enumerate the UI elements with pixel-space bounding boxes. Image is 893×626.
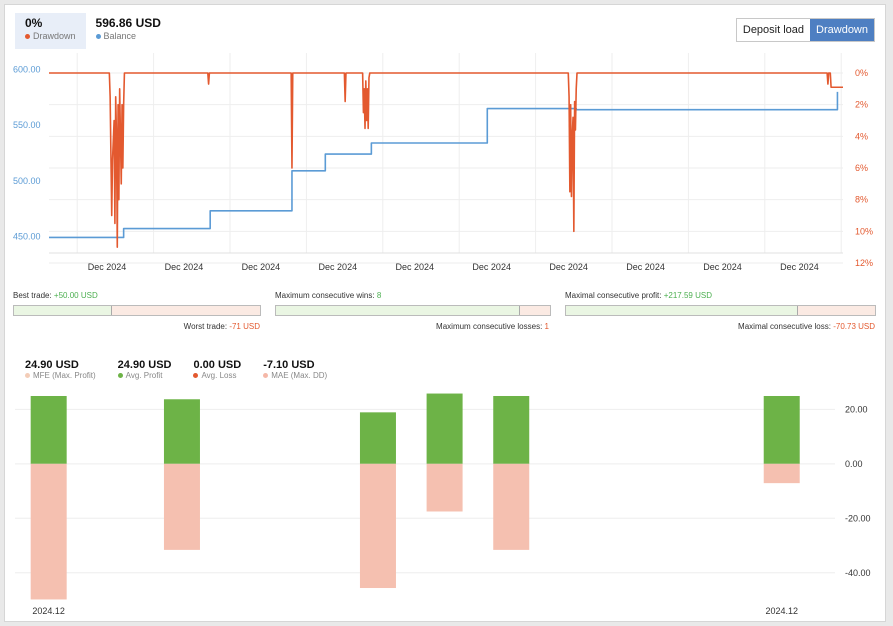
right-tick-label: 10% — [855, 226, 873, 236]
consec-profit-fill — [566, 306, 798, 315]
legend-avg-profit[interactable]: 24.90 USD Avg. Profit — [117, 359, 172, 380]
right-tick-label: 8% — [855, 195, 868, 205]
x-tick-label: Dec 2024 — [165, 262, 204, 272]
mfe-mae-legend: 24.90 USD MFE (Max. Profit) 24.90 USD Av… — [25, 359, 327, 380]
report-panel: 0% Drawdown 596.86 USD Balance Deposit l… — [4, 4, 886, 622]
x-tick-label: Dec 2024 — [242, 262, 281, 272]
mfe-bar — [763, 395, 800, 464]
bar-y-tick-label: 20.00 — [845, 404, 868, 414]
mae-bar — [763, 463, 800, 484]
x-tick-label: Dec 2024 — [780, 262, 819, 272]
best-worst-bar — [13, 305, 261, 316]
legend-balance[interactable]: 596.86 USD Balance — [86, 13, 171, 49]
consec-profit-loss-bar — [565, 305, 876, 316]
right-tick-label: 12% — [855, 258, 873, 268]
right-tick-label: 4% — [855, 131, 868, 141]
right-tick-label: 0% — [855, 68, 868, 78]
worst-trade-value: -71 USD — [229, 322, 260, 331]
best-trade-stat: Best trade: +50.00 USD — [13, 291, 98, 300]
balance-series-line — [49, 91, 839, 239]
mfe-dot-icon — [25, 373, 30, 378]
bar-x-tick-label: 2024.12 — [765, 606, 798, 616]
x-tick-label: Dec 2024 — [703, 262, 742, 272]
balance-dot-icon — [95, 34, 101, 39]
mae-bar — [30, 463, 67, 600]
bar-y-tick-label: 0.00 — [845, 459, 863, 469]
legend-drawdown[interactable]: 0% Drawdown — [15, 13, 86, 49]
max-consec-loss-stat: Maximal consecutive loss: -70.73 USD — [738, 322, 875, 331]
legend-mfe[interactable]: 24.90 USD MFE (Max. Profit) — [25, 359, 96, 380]
worst-trade-stat: Worst trade: -71 USD — [183, 322, 260, 331]
bar-x-tick-label: 2024.12 — [32, 606, 65, 616]
mae-bar — [426, 463, 463, 512]
left-tick-label: 450.00 — [13, 231, 41, 241]
drawdown-dot-icon — [25, 34, 30, 39]
mfe-bar — [493, 395, 530, 464]
mae-bar — [163, 463, 200, 550]
balance-label: Balance — [103, 31, 137, 41]
x-tick-label: Dec 2024 — [549, 262, 588, 272]
mfe-bar — [426, 393, 463, 464]
mfe-bar — [359, 412, 396, 464]
max-consec-profit-value: +217.59 USD — [663, 291, 712, 300]
bar-y-tick-label: -40.00 — [845, 568, 871, 578]
consec-wins-fill — [276, 306, 520, 315]
max-consec-losses-value: 1 — [544, 322, 549, 331]
left-tick-label: 600.00 — [13, 65, 41, 75]
bar-y-tick-label: -20.00 — [845, 513, 871, 523]
x-tick-label: Dec 2024 — [626, 262, 665, 272]
max-consec-losses-stat: Maximum consecutive losses: 1 — [436, 322, 549, 331]
mae-bar — [359, 463, 396, 589]
drawdown-value: 0% — [25, 16, 43, 30]
max-consec-loss-value: -70.73 USD — [833, 322, 875, 331]
balance-drawdown-chart: 600.00 550.00 500.00 450.00 0% 2% 4% 6% 8% 10% 12%… — [13, 53, 873, 272]
max-consec-wins-stat: Maximum consecutive wins: 8 — [275, 291, 382, 300]
x-tick-label: Dec 2024 — [88, 262, 127, 272]
mfe-mae-chart: 20.00 0.00 -20.00 -40.00 2024.12 2024.12 — [15, 393, 871, 616]
drawdown-label: Drawdown — [33, 31, 76, 41]
left-tick-label: 550.00 — [13, 120, 41, 130]
drawdown-button[interactable]: Drawdown — [810, 19, 874, 41]
drawdown-series-line — [49, 72, 843, 248]
legend-mae[interactable]: -7.10 USD MAE (Max. DD) — [263, 359, 328, 380]
max-consec-wins-value: 8 — [376, 291, 382, 300]
legend-avg-loss[interactable]: 0.00 USD Avg. Loss — [193, 359, 242, 380]
x-tick-label: Dec 2024 — [319, 262, 358, 272]
consec-wins-losses-bar — [275, 305, 551, 316]
right-tick-label: 6% — [855, 163, 868, 173]
top-legend: 0% Drawdown 596.86 USD Balance — [15, 13, 171, 49]
avg-profit-dot-icon — [117, 373, 123, 378]
left-tick-label: 500.00 — [13, 176, 41, 186]
max-consec-profit-stat: Maximal consecutive profit: +217.59 USD — [565, 291, 712, 300]
x-tick-label: Dec 2024 — [472, 262, 511, 272]
x-tick-label: Dec 2024 — [395, 262, 434, 272]
deposit-load-button[interactable]: Deposit load — [736, 19, 811, 41]
mae-bar — [493, 463, 530, 550]
best-trade-value: +50.00 USD — [53, 291, 98, 300]
mfe-bar — [163, 399, 200, 464]
balance-value: 596.86 USD — [95, 16, 161, 30]
avg-loss-dot-icon — [193, 373, 199, 378]
right-tick-label: 2% — [855, 100, 868, 110]
mfe-bar — [30, 395, 67, 464]
view-toggle: Deposit load Drawdown — [735, 18, 875, 42]
mae-dot-icon — [263, 373, 269, 378]
best-trade-fill — [14, 306, 113, 315]
